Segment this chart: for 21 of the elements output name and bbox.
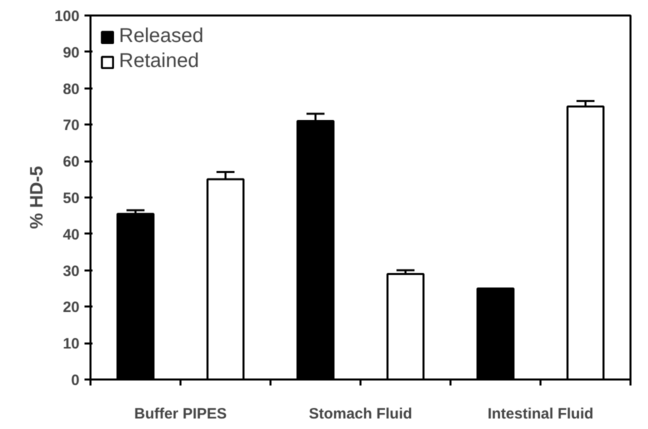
bar xyxy=(386,272,424,380)
y-tick-label: 100 xyxy=(54,8,80,25)
x-tick-label: Intestinal Fluid xyxy=(488,406,594,422)
y-axis-title: % HD-5 xyxy=(26,166,46,230)
y-tick-label: 90 xyxy=(62,44,80,62)
bar xyxy=(566,106,604,380)
y-tick-label: 60 xyxy=(62,154,80,171)
x-tick-label: Stomach Fluid xyxy=(308,406,412,422)
x-tick-label: Buffer PIPES xyxy=(134,406,227,422)
y-tick-label: 80 xyxy=(62,80,80,98)
y-tick-label: 30 xyxy=(62,262,80,280)
bar xyxy=(476,288,514,380)
y-tick-label: 10 xyxy=(62,336,80,353)
legend-label: Released xyxy=(119,25,204,48)
y-tick-label: 50 xyxy=(62,190,80,207)
legend-label: Retained xyxy=(119,50,200,73)
y-tick-label: 40 xyxy=(62,226,80,244)
y-tick-label: 0 xyxy=(71,372,80,389)
bar xyxy=(116,212,154,380)
y-tick-label: 20 xyxy=(62,299,80,316)
y-tick-label: 70 xyxy=(62,117,80,134)
